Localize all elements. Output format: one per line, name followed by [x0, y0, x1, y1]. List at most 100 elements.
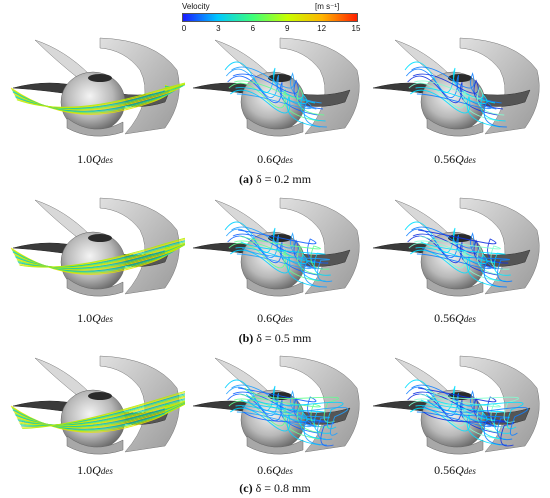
streamlines: [404, 221, 513, 288]
colorbar-tick: 6: [250, 24, 256, 33]
streamline: [416, 253, 507, 288]
casing-shroud: [459, 355, 540, 453]
streamline: [229, 249, 321, 288]
streamline: [239, 235, 330, 270]
impeller-render: [10, 37, 185, 137]
streamline: [424, 387, 520, 423]
hub-tip: [88, 74, 112, 82]
row-caption: (c) δ = 0.8 mm: [239, 481, 311, 495]
casing-shroud: [459, 37, 540, 135]
impeller-render: [372, 197, 540, 297]
casing-shroud: [99, 197, 180, 295]
streamline: [415, 405, 506, 440]
hub-base: [426, 435, 484, 455]
flow-panel: [185, 190, 365, 300]
streamlines: [404, 379, 528, 447]
streamline: [229, 407, 321, 446]
hub-base: [66, 435, 124, 455]
casing-shroud: [459, 197, 540, 295]
streamline: [421, 247, 513, 283]
flow-rate-label: 1.0Qdes: [77, 463, 113, 477]
flow-rate-label: 0.6Qdes: [257, 463, 293, 477]
casing-shroud: [279, 37, 360, 135]
streamline: [421, 405, 513, 441]
colorbar-tick: 0: [181, 24, 187, 33]
casing-shroud: [279, 355, 360, 453]
impeller-render: [372, 37, 540, 137]
row-caption: (b) δ = 0.5 mm: [238, 331, 312, 345]
flow-rate-label: 0.56Qdes: [434, 463, 476, 477]
flow-panel: [185, 30, 365, 140]
streamline: [420, 241, 511, 276]
colorbar-unit: [m s⁻¹]: [315, 2, 340, 11]
flow-panel: [5, 348, 185, 458]
colorbar-tick: 12: [317, 24, 327, 33]
row-caption: (a) δ = 0.2 mm: [238, 172, 312, 186]
streamline: [16, 82, 185, 108]
hub-tip: [268, 74, 292, 82]
impeller-render: [10, 197, 185, 297]
flow-rate-label: 0.6Qdes: [257, 311, 293, 325]
streamline: [229, 89, 321, 128]
flow-panel: [5, 190, 185, 300]
streamline: [240, 241, 331, 276]
impeller-render: [372, 355, 540, 455]
streamline: [416, 411, 507, 446]
flow-panel: [365, 190, 545, 300]
hub-base: [426, 117, 484, 137]
streamlines: [224, 61, 327, 128]
streamline: [420, 399, 511, 434]
impeller-render: [192, 355, 360, 455]
streamlines: [404, 61, 507, 128]
colorbar-tick: 9: [284, 24, 290, 33]
hub-base: [66, 117, 124, 137]
hub-base: [426, 277, 484, 297]
flow-rate-label: 0.56Qdes: [434, 311, 476, 325]
streamline: [247, 399, 348, 436]
streamline: [419, 235, 510, 270]
colorbar-tick: 3: [216, 24, 221, 33]
casing-shroud: [279, 197, 360, 295]
impeller-render: [192, 37, 360, 137]
flow-panel: [185, 348, 365, 458]
streamline: [418, 387, 509, 422]
hub-tip: [88, 392, 112, 400]
flow-rate-label: 0.6Qdes: [257, 152, 293, 166]
streamline: [225, 68, 317, 110]
hub-base: [246, 277, 304, 297]
streamline: [238, 387, 329, 422]
streamlines: [10, 82, 185, 115]
streamline: [235, 87, 326, 122]
flow-panel: [365, 348, 545, 458]
streamline: [415, 247, 506, 282]
streamline: [418, 229, 509, 264]
flow-rate-label: 1.0Qdes: [77, 152, 113, 166]
streamlines: [224, 221, 333, 288]
streamline: [236, 411, 327, 446]
hub-tip: [88, 234, 112, 242]
streamline: [235, 247, 326, 282]
streamline: [405, 68, 497, 110]
streamline: [235, 405, 326, 440]
streamline: [415, 87, 506, 122]
streamline: [22, 391, 185, 429]
streamline: [19, 237, 185, 268]
streamline: [416, 93, 507, 128]
hub-base: [66, 277, 124, 297]
flow-rate-label: 1.0Qdes: [77, 311, 113, 325]
flow-panel: [5, 30, 185, 140]
streamline: [409, 249, 501, 288]
hub-base: [246, 117, 304, 137]
streamline: [425, 393, 524, 430]
streamline: [245, 393, 344, 430]
impeller-render: [10, 355, 185, 455]
flow-rate-label: 0.56Qdes: [434, 152, 476, 166]
streamlines: [10, 391, 185, 433]
streamline: [409, 407, 501, 446]
streamline: [427, 399, 528, 436]
streamline: [236, 93, 327, 128]
streamline: [238, 229, 329, 264]
streamline: [409, 89, 501, 128]
streamline: [241, 247, 333, 283]
colorbar-gradient: [182, 13, 358, 22]
